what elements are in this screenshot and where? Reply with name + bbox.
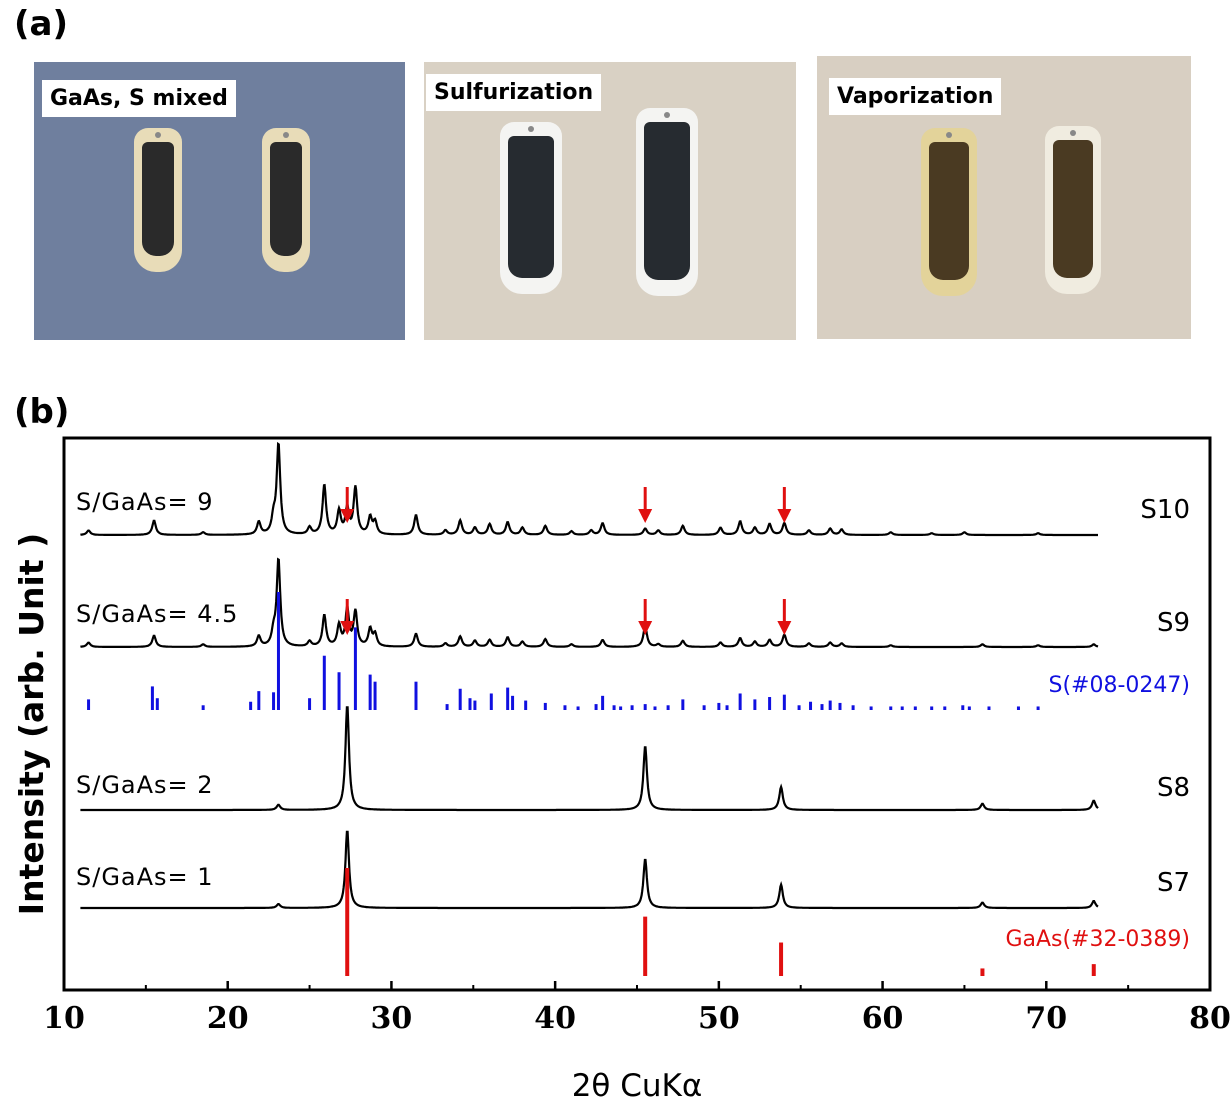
- trace-s8: [80, 706, 1099, 812]
- reference-label: S(#08-0247): [1049, 673, 1191, 698]
- series-ratio-label: S/GaAs= 2: [76, 771, 214, 799]
- series-sample-label: S10: [1140, 495, 1190, 525]
- photo-vaporization: Vaporization: [817, 56, 1191, 339]
- panel-a-label: (a): [14, 4, 69, 44]
- x-tick-label: 70: [1025, 1001, 1067, 1036]
- boat-right: [636, 108, 698, 296]
- y-axis-label: Intensity (arb. Unit ): [12, 533, 51, 915]
- x-tick-label: 10: [43, 1001, 85, 1036]
- trace-s9: [80, 557, 1099, 649]
- x-tick-label: 40: [534, 1001, 576, 1036]
- peak-arrow-head: [777, 509, 792, 523]
- trace-s7: [80, 830, 1099, 910]
- peak-arrow-head: [340, 509, 355, 523]
- x-tick-label: 20: [207, 1001, 249, 1036]
- series-ratio-label: S/GaAs= 9: [76, 488, 214, 516]
- photo-caption: Sulfurization: [426, 74, 602, 111]
- series-sample-label: S9: [1157, 608, 1190, 638]
- reference-label: GaAs(#32-0389): [1005, 927, 1190, 952]
- boat-left: [921, 128, 977, 296]
- photo-sulfurization: Sulfurization: [424, 62, 796, 340]
- series-ratio-label: S/GaAs= 4.5: [76, 600, 238, 628]
- peak-arrow-head: [340, 621, 355, 635]
- x-tick-label: 30: [371, 1001, 413, 1036]
- photo-caption: GaAs, S mixed: [42, 80, 236, 117]
- boat-left: [134, 128, 182, 272]
- peak-arrow-head: [638, 621, 653, 635]
- boat-right: [1045, 126, 1101, 294]
- peak-arrow-head: [638, 509, 653, 523]
- peak-arrow-head: [777, 621, 792, 635]
- series-sample-label: S8: [1157, 773, 1190, 803]
- x-tick-label: 60: [862, 1001, 904, 1036]
- series-ratio-label: S/GaAs= 1: [76, 863, 214, 891]
- photo-caption: Vaporization: [829, 78, 1002, 115]
- x-axis-label: 2θ CuKα: [572, 1068, 703, 1104]
- series-sample-label: S7: [1157, 868, 1190, 898]
- boat-right: [262, 128, 310, 272]
- trace-s10: [80, 441, 1098, 537]
- boat-left: [500, 122, 562, 294]
- x-tick-label: 50: [698, 1001, 740, 1036]
- photo-gaas-s-mixed: GaAs, S mixed: [34, 62, 405, 340]
- panel-b-label: (b): [14, 392, 70, 432]
- x-tick-label: 80: [1189, 1001, 1230, 1036]
